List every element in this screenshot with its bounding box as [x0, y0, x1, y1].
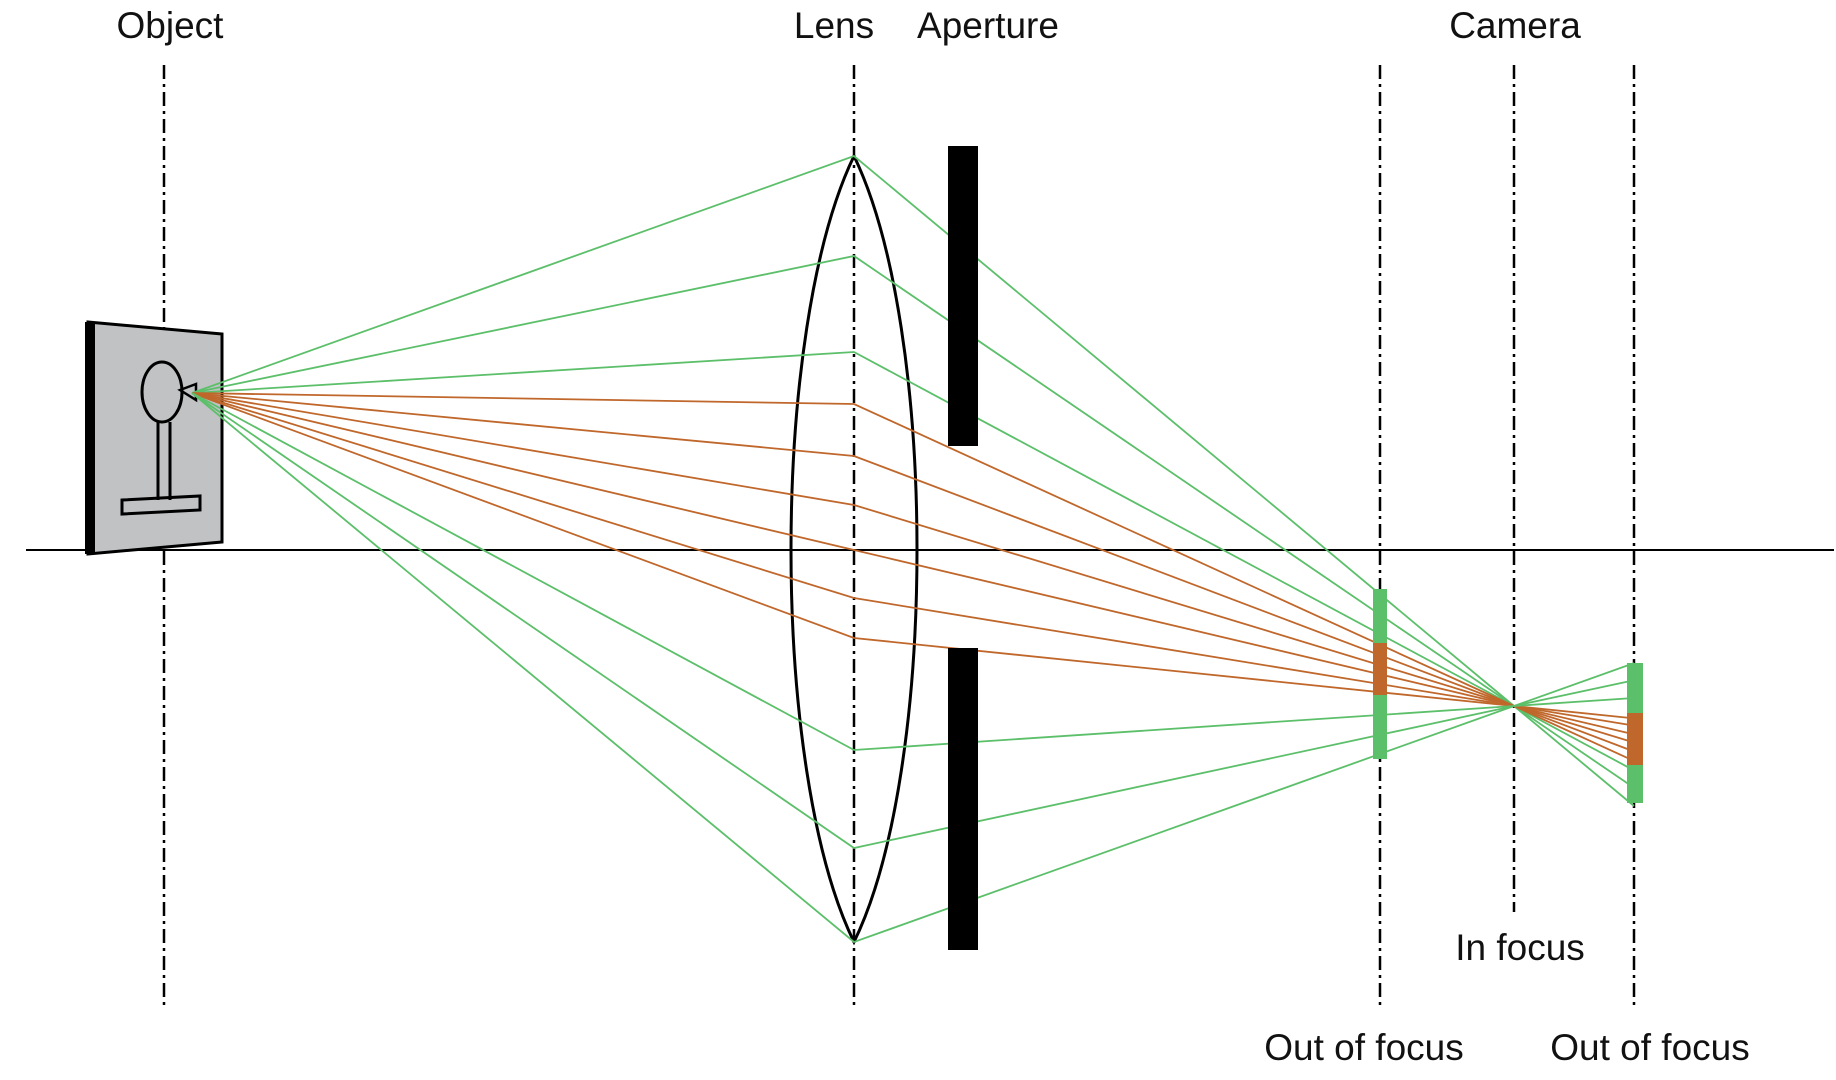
object-icon — [85, 320, 224, 556]
far-out-of-focus-label: Out of focus — [1550, 1027, 1750, 1068]
in-focus-label: In focus — [1455, 927, 1585, 968]
light-rays — [191, 154, 1635, 944]
outer-ray-1 — [191, 154, 1635, 807]
inner-ray-7 — [191, 392, 1635, 736]
inner-ray-4 — [191, 392, 1635, 762]
aperture-lower-blade — [948, 648, 978, 950]
outer-ray-2 — [191, 255, 1635, 789]
outer-ray-10 — [191, 392, 1635, 751]
aperture-label: Aperture — [917, 5, 1059, 46]
inner-ray-6 — [191, 392, 1635, 744]
far-sensor-blur-bar — [1627, 663, 1643, 803]
outer-ray-11 — [191, 392, 1635, 849]
aperture-upper-blade — [948, 146, 978, 446]
object-label: Object — [117, 5, 225, 46]
inner-ray-8 — [191, 392, 1635, 727]
outer-ray-12 — [191, 392, 1635, 944]
lamp-icon — [120, 360, 202, 516]
inner-ray-5 — [191, 392, 1635, 753]
camera-label: Camera — [1449, 5, 1581, 46]
outer-ray-3 — [191, 351, 1635, 772]
lens-label: Lens — [794, 5, 874, 46]
near-sensor-blur-bar — [1373, 589, 1387, 759]
near-out-of-focus-label: Out of focus — [1264, 1027, 1464, 1068]
object-frame — [86, 320, 224, 556]
inner-ray-9 — [191, 392, 1635, 720]
